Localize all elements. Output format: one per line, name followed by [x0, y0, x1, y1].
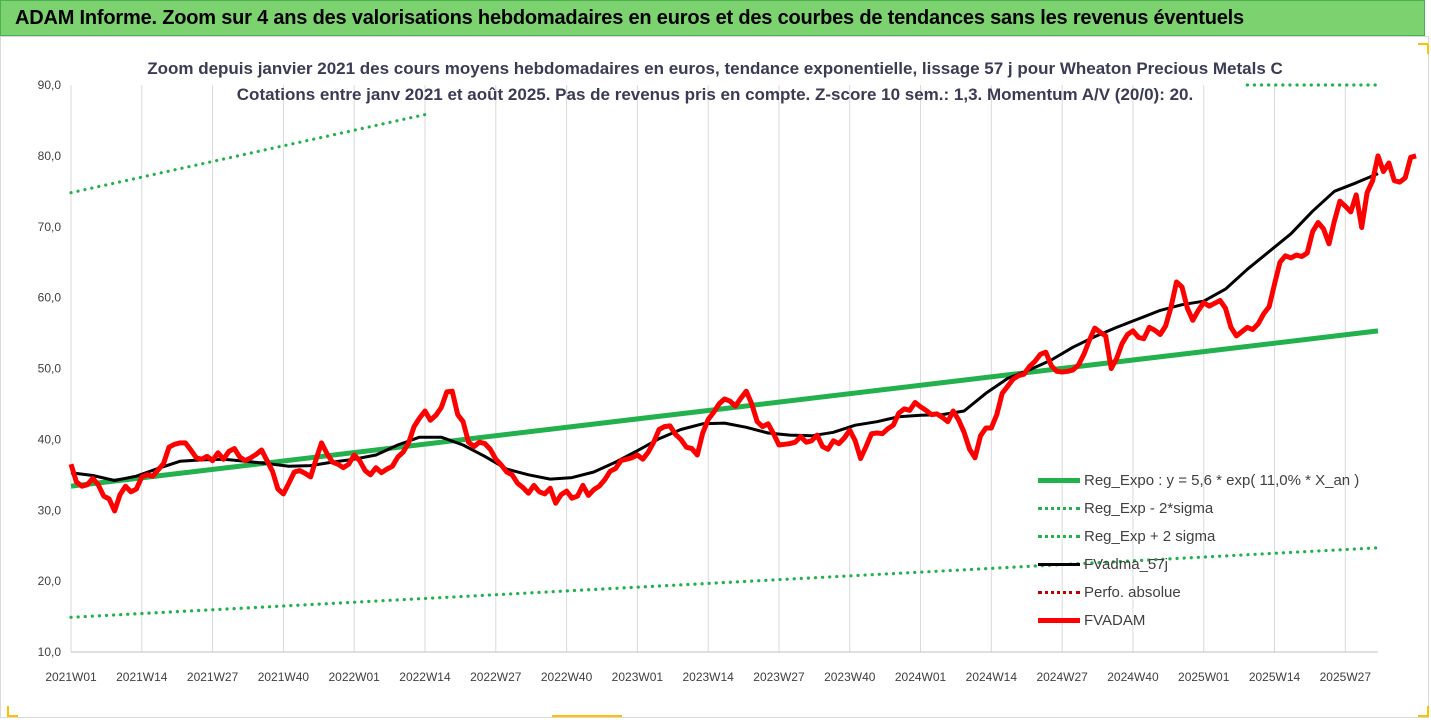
legend-swatch — [1038, 590, 1080, 594]
series-fvadma-57j — [70, 172, 1379, 482]
y-tick-label: 50,0 — [38, 362, 62, 376]
series-reg-expo-line — [70, 328, 1379, 489]
y-tick-label: 20,0 — [38, 574, 62, 588]
x-tick-label: 2022W01 — [328, 670, 380, 684]
chart-frame — [0, 36, 1429, 718]
legend-label: FVadma_57j — [1084, 555, 1168, 573]
legend-swatch — [1038, 506, 1080, 510]
x-tick-label: 2022W40 — [541, 670, 593, 684]
y-tick-label: 80,0 — [38, 149, 62, 163]
y-tick-label: 60,0 — [38, 291, 62, 305]
series-reg-exp-minus-2sigma — [69, 546, 1380, 619]
legend-label: Reg_Expo : y = 5,6 * exp( 11,0% * X_an ) — [1084, 471, 1360, 489]
chart-subtitle: Cotations entre janv 2021 et août 2025. … — [236, 85, 1194, 104]
x-tick-label: 2023W27 — [753, 670, 805, 684]
x-tick-label: 2024W27 — [1036, 670, 1088, 684]
corner-mark — [7, 706, 18, 717]
legend-label: FVADAM — [1084, 611, 1146, 629]
y-tick-label: 90,0 — [38, 78, 62, 92]
corner-mark — [1418, 706, 1429, 717]
legend-item: Perfo. absolue — [1038, 578, 1398, 606]
y-tick-label: 40,0 — [38, 432, 62, 446]
chart-legend: Reg_Expo : y = 5,6 * exp( 11,0% * X_an )… — [1038, 466, 1398, 634]
legend-label: Reg_Exp - 2*sigma — [1084, 499, 1214, 517]
y-tick-label: 30,0 — [38, 503, 62, 517]
x-tick-label: 2025W14 — [1249, 670, 1301, 684]
x-tick-label: 2021W01 — [45, 670, 97, 684]
x-tick-label: 2021W40 — [258, 670, 310, 684]
legend-item: FVadma_57j — [1038, 550, 1398, 578]
x-tick-label: 2024W40 — [1107, 670, 1159, 684]
legend-label: Perfo. absolue — [1084, 583, 1181, 601]
series-fvadam — [68, 153, 1417, 514]
legend-label: Reg_Exp + 2 sigma — [1084, 527, 1216, 545]
legend-item: Reg_Expo : y = 5,6 * exp( 11,0% * X_an ) — [1038, 466, 1398, 494]
x-tick-label: 2024W01 — [895, 670, 947, 684]
x-tick-label: 2024W14 — [966, 670, 1018, 684]
legend-swatch — [1038, 534, 1080, 538]
x-tick-label: 2021W14 — [116, 670, 168, 684]
x-tick-label: 2023W14 — [682, 670, 734, 684]
x-tick-label: 2021W27 — [187, 670, 239, 684]
legend-item: Reg_Exp + 2 sigma — [1038, 522, 1398, 550]
y-tick-label: 10,0 — [38, 645, 62, 659]
x-tick-label: 2023W40 — [824, 670, 876, 684]
x-tick-label: 2025W27 — [1320, 670, 1372, 684]
report-title: ADAM Informe. Zoom sur 4 ans des valoris… — [15, 6, 1244, 29]
x-tick-label: 2022W27 — [470, 670, 522, 684]
legend-item: FVADAM — [1038, 606, 1398, 634]
legend-swatch — [1038, 617, 1080, 623]
legend-item: Reg_Exp - 2*sigma — [1038, 494, 1398, 522]
series-reg-exp-plus-2sigma — [69, 111, 432, 195]
x-tick-label: 2022W14 — [399, 670, 451, 684]
y-tick-label: 70,0 — [38, 220, 62, 234]
x-tick-label: 2023W01 — [612, 670, 664, 684]
x-tick-label: 2025W01 — [1178, 670, 1230, 684]
legend-swatch — [1038, 562, 1080, 566]
corner-mark — [1418, 43, 1429, 54]
report-banner: ADAM Informe. Zoom sur 4 ans des valoris… — [0, 0, 1425, 36]
legend-swatch — [1038, 477, 1080, 483]
chart-title-block: Zoom depuis janvier 2021 des cours moyen… — [130, 56, 1300, 108]
chart-title: Zoom depuis janvier 2021 des cours moyen… — [147, 59, 1283, 78]
